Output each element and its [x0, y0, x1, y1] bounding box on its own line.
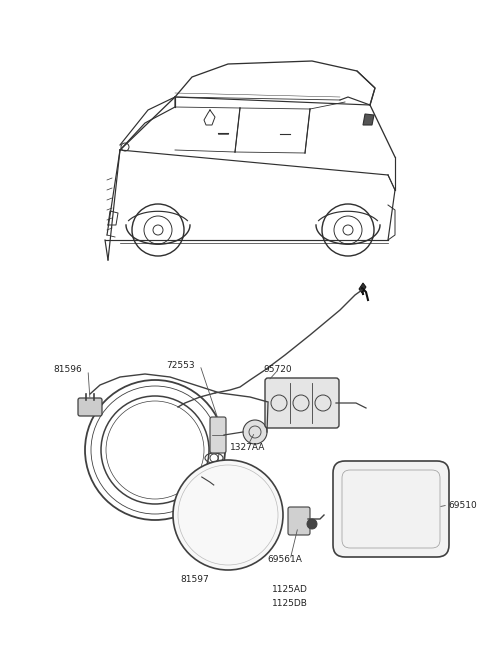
Text: 69561A: 69561A [267, 555, 302, 565]
Text: 1125AD: 1125AD [272, 586, 308, 595]
Text: 1125DB: 1125DB [272, 599, 308, 607]
Text: 1327AA: 1327AA [230, 443, 266, 451]
Circle shape [307, 519, 317, 529]
Circle shape [243, 420, 267, 444]
FancyBboxPatch shape [78, 398, 102, 416]
FancyBboxPatch shape [288, 507, 310, 535]
Circle shape [173, 460, 283, 570]
Text: 72553: 72553 [167, 360, 195, 369]
Text: 69510: 69510 [448, 500, 477, 510]
FancyBboxPatch shape [265, 378, 339, 428]
FancyBboxPatch shape [333, 461, 449, 557]
Text: 81596: 81596 [53, 365, 82, 375]
Polygon shape [359, 283, 366, 293]
FancyBboxPatch shape [210, 417, 226, 453]
Polygon shape [363, 114, 374, 125]
Text: 95720: 95720 [264, 365, 292, 375]
Text: 81597: 81597 [180, 576, 209, 584]
